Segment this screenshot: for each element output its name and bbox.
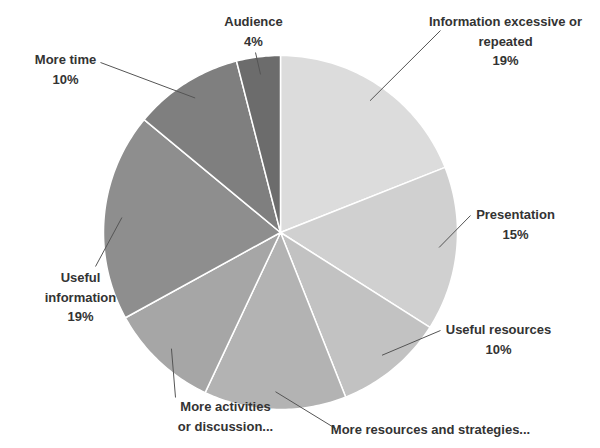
svg-text:Audience4%: Audience4% xyxy=(224,14,283,49)
svg-text:More time10%: More time10% xyxy=(35,52,96,87)
svg-text:More resources and strategies.: More resources and strategies... xyxy=(331,422,530,437)
svg-text:Useful resources10%: Useful resources10% xyxy=(446,322,552,357)
svg-text:Presentation15%: Presentation15% xyxy=(476,207,555,242)
svg-text:Information excessive orrepeat: Information excessive orrepeated19% xyxy=(429,14,582,68)
svg-text:More activitiesor discussion..: More activitiesor discussion... xyxy=(178,399,273,434)
svg-text:Usefulinformation19%: Usefulinformation19% xyxy=(45,270,117,324)
